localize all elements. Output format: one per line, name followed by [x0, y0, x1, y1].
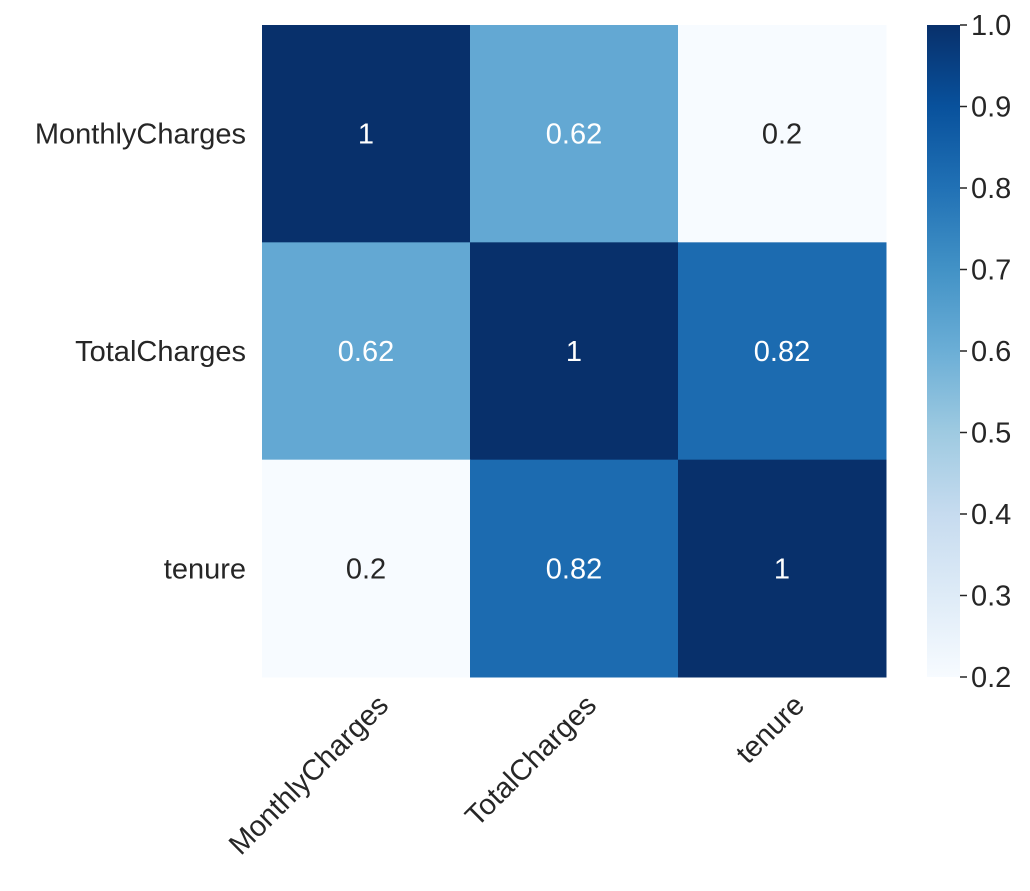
y-tick-label: TotalCharges [75, 336, 246, 368]
colorbar-tick-label: 0.5 [971, 418, 1011, 450]
heatmap-cell-totalcharges-tenure [678, 242, 887, 461]
cell-annotation: 0.2 [762, 119, 802, 151]
cell-annotations: 1 0.62 0.2 0.62 1 0.82 0.2 0.82 1 [338, 119, 810, 586]
heatmap-cell-monthlycharges-tenure [678, 25, 887, 243]
heatmap-cell-tenure-monthlycharges [262, 459, 471, 678]
colorbar-tick-label: 1.0 [971, 10, 1011, 42]
heatmap-cell-monthlycharges-totalcharges [470, 25, 679, 243]
x-tick-labels: MonthlyCharges TotalCharges tenure [223, 689, 811, 861]
cell-annotation: 0.62 [546, 119, 602, 151]
cell-annotation: 1 [566, 336, 582, 368]
heatmap-cells [262, 25, 887, 678]
x-tick-label: MonthlyCharges [223, 689, 395, 861]
cell-annotation: 1 [358, 119, 374, 151]
y-tick-labels: MonthlyCharges TotalCharges tenure [35, 119, 246, 586]
y-tick-label: tenure [164, 553, 246, 585]
cell-annotation: 1 [774, 553, 790, 585]
colorbar-gradient [927, 25, 960, 677]
heatmap-cell-tenure-tenure [678, 459, 887, 678]
y-tick-label: MonthlyCharges [35, 119, 246, 151]
cell-annotation: 0.82 [754, 336, 810, 368]
cell-annotation: 0.82 [546, 553, 602, 585]
colorbar-tick-label: 0.8 [971, 173, 1011, 205]
colorbar-tick-label: 0.3 [971, 581, 1011, 613]
x-tick-label: TotalCharges [459, 689, 602, 832]
colorbar-tick-label: 0.6 [971, 336, 1011, 368]
colorbar-tick-label: 0.7 [971, 255, 1011, 287]
colorbar: 0.2 0.3 0.4 0.5 0.6 0.7 0.8 0.9 1.0 [927, 10, 1011, 694]
colorbar-tick-label: 0.9 [971, 92, 1011, 124]
x-tick-label: tenure [730, 689, 811, 770]
heatmap-cell-tenure-totalcharges [470, 459, 679, 678]
cell-annotation: 0.2 [346, 553, 386, 585]
heatmap-cell-totalcharges-totalcharges [470, 242, 679, 461]
colorbar-tick-label: 0.2 [971, 662, 1011, 694]
heatmap-cell-totalcharges-monthlycharges [262, 242, 471, 461]
cell-annotation: 0.62 [338, 336, 394, 368]
colorbar-tick-label: 0.4 [971, 499, 1011, 531]
heatmap-cell-monthlycharges-monthlycharges [262, 25, 471, 243]
